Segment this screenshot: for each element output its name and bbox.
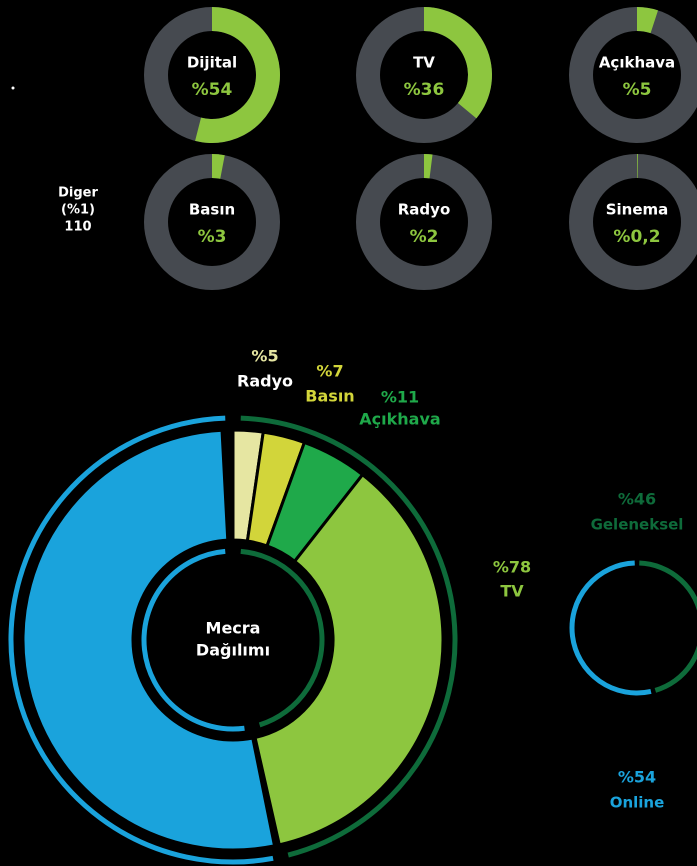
slice <box>253 472 445 847</box>
donut-label: Açıkhava <box>599 54 675 72</box>
donut-slice <box>424 154 433 179</box>
donut-label: Sinema <box>606 201 669 219</box>
slice-value: %11 <box>381 388 419 407</box>
ring-value: %46 <box>618 490 656 509</box>
slice-value: %5 <box>251 347 278 366</box>
donut-slice <box>637 7 659 34</box>
donut-label: Radyo <box>398 201 451 219</box>
center-title: Dağılımı <box>196 641 270 660</box>
slice-value: %7 <box>316 362 343 381</box>
note: 110 <box>64 220 91 235</box>
outer-ring <box>240 415 458 858</box>
outer-ring <box>8 415 274 865</box>
dot <box>11 86 15 90</box>
ring-value: %54 <box>618 768 656 787</box>
slice-value: %78 <box>493 558 531 577</box>
inner-ring <box>141 548 245 732</box>
donut-value: %0,2 <box>613 227 660 247</box>
ring-arc <box>569 560 652 696</box>
donut-slice <box>195 7 281 143</box>
donut-value: %5 <box>623 80 652 100</box>
center-title: Mecra <box>206 619 261 638</box>
slice <box>21 428 277 852</box>
donut-value: %36 <box>404 80 445 100</box>
donut-label: TV <box>413 54 435 72</box>
slice-label: Açıkhava <box>359 410 440 429</box>
slice-label: Basın <box>305 387 354 406</box>
note: (%1) <box>61 203 95 218</box>
ring-label: Geleneksel <box>591 516 684 534</box>
ring-arc <box>639 560 697 693</box>
donut-value: %2 <box>410 227 439 247</box>
ring-label: Online <box>610 794 665 812</box>
note: Diger <box>58 186 98 201</box>
donut-label: Dijital <box>187 54 237 72</box>
inner-ring <box>240 548 325 728</box>
donut-slice <box>637 154 638 179</box>
donut-value: %3 <box>198 227 227 247</box>
donut-label: Basın <box>189 201 235 219</box>
slice-label: Radyo <box>237 372 293 391</box>
donut-slice <box>212 154 225 179</box>
slice-label: TV <box>500 582 524 601</box>
donut-value: %54 <box>192 80 233 100</box>
donut-slice <box>424 7 492 119</box>
